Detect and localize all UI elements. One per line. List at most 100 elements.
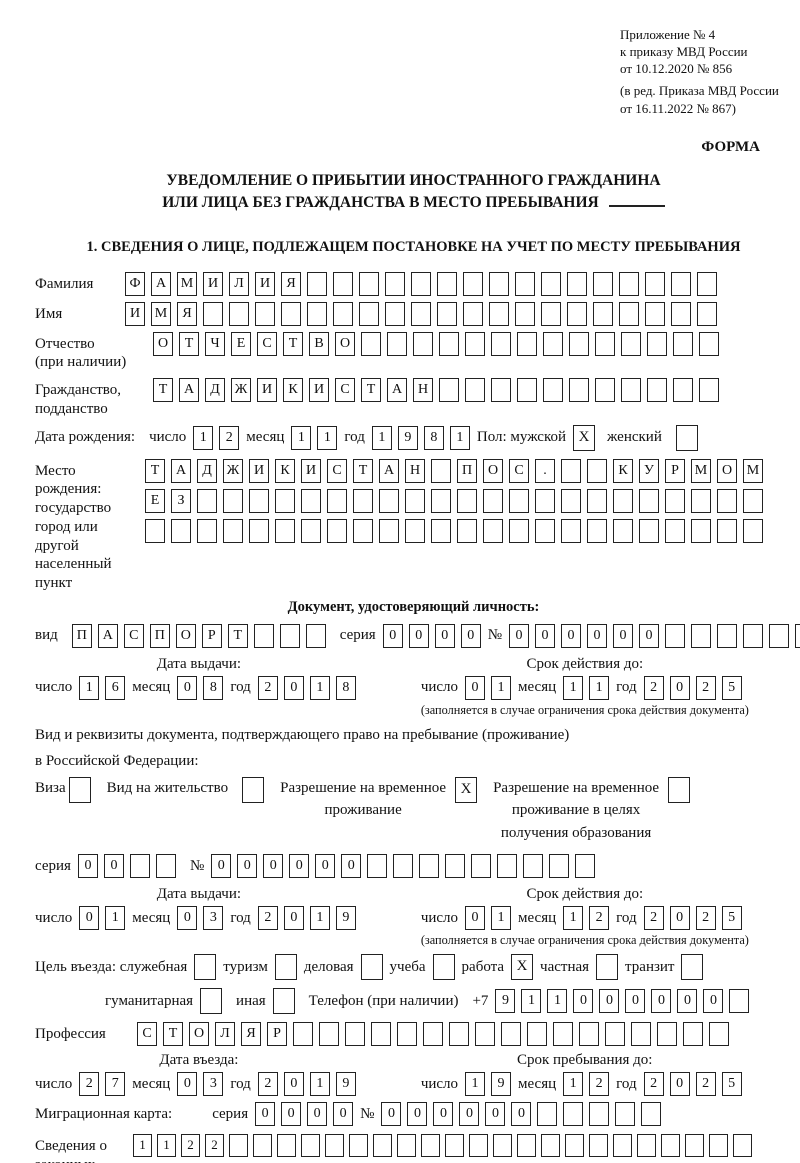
char-cell[interactable]: [411, 271, 431, 296]
purpose-business-checkbox[interactable]: [360, 954, 383, 981]
char-cell[interactable]: [541, 301, 561, 326]
char-cell[interactable]: [463, 301, 483, 326]
char-cell[interactable]: Ч: [205, 331, 225, 356]
char-cell[interactable]: [483, 488, 503, 513]
char-cell[interactable]: [491, 378, 511, 403]
char-cell[interactable]: 1: [521, 989, 542, 1014]
char-cell[interactable]: 0: [211, 854, 232, 879]
char-cell[interactable]: [397, 1022, 417, 1047]
char-cell[interactable]: [489, 271, 509, 296]
char-cell[interactable]: Я: [241, 1022, 261, 1047]
char-cell[interactable]: [645, 271, 665, 296]
char-cell[interactable]: 0: [103, 854, 124, 879]
char-cell[interactable]: [475, 1022, 495, 1047]
char-cell[interactable]: 0: [561, 623, 581, 648]
char-cell[interactable]: 1: [309, 675, 330, 700]
char-cell[interactable]: [229, 301, 249, 326]
char-cell[interactable]: [203, 301, 223, 326]
char-cell[interactable]: 0: [281, 1102, 302, 1127]
char-cell[interactable]: [543, 331, 563, 356]
char-cell[interactable]: [373, 1134, 392, 1158]
char-cell[interactable]: [743, 623, 763, 648]
char-cell[interactable]: 0: [639, 623, 659, 648]
char-cell[interactable]: [445, 854, 466, 879]
char-cell[interactable]: [661, 1134, 680, 1158]
char-cell[interactable]: 0: [509, 623, 529, 648]
char-cell[interactable]: [359, 301, 379, 326]
char-cell[interactable]: [509, 518, 529, 543]
char-cell[interactable]: [709, 1134, 728, 1158]
purpose-private-checkbox[interactable]: [596, 954, 619, 981]
char-cell[interactable]: [541, 271, 561, 296]
char-cell[interactable]: [255, 301, 275, 326]
char-cell[interactable]: [333, 301, 353, 326]
char-cell[interactable]: [423, 1022, 443, 1047]
char-cell[interactable]: Д: [197, 458, 217, 483]
char-cell[interactable]: 2: [589, 1072, 610, 1097]
char-cell[interactable]: [561, 458, 581, 483]
char-cell[interactable]: 1: [563, 906, 584, 931]
char-cell[interactable]: 0: [341, 854, 362, 879]
char-cell[interactable]: И: [203, 271, 223, 296]
char-cell[interactable]: [469, 1134, 488, 1158]
char-cell[interactable]: С: [509, 458, 529, 483]
char-cell[interactable]: [397, 1134, 416, 1158]
char-cell[interactable]: [307, 271, 327, 296]
char-cell[interactable]: 0: [613, 623, 633, 648]
char-cell[interactable]: [385, 271, 405, 296]
char-cell[interactable]: 0: [283, 906, 304, 931]
char-cell[interactable]: [593, 301, 613, 326]
char-cell[interactable]: [595, 378, 615, 403]
char-cell[interactable]: И: [255, 271, 275, 296]
char-cell[interactable]: [699, 331, 719, 356]
char-cell[interactable]: [437, 301, 457, 326]
char-cell[interactable]: О: [483, 458, 503, 483]
char-cell[interactable]: 0: [289, 854, 310, 879]
char-cell[interactable]: С: [335, 378, 355, 403]
char-cell[interactable]: 0: [283, 1072, 304, 1097]
char-cell[interactable]: [579, 1022, 599, 1047]
char-cell[interactable]: 1: [563, 1072, 584, 1097]
char-cell[interactable]: Т: [145, 458, 165, 483]
char-cell[interactable]: Е: [145, 488, 165, 513]
char-cell[interactable]: [387, 331, 407, 356]
char-cell[interactable]: [645, 301, 665, 326]
char-cell[interactable]: 2: [643, 906, 664, 931]
char-cell[interactable]: С: [137, 1022, 157, 1047]
char-cell[interactable]: [405, 518, 425, 543]
char-cell[interactable]: [543, 378, 563, 403]
char-cell[interactable]: [565, 1134, 584, 1158]
char-cell[interactable]: [449, 1022, 469, 1047]
char-cell[interactable]: [515, 301, 535, 326]
char-cell[interactable]: [301, 1134, 320, 1158]
char-cell[interactable]: [379, 488, 399, 513]
char-cell[interactable]: [685, 1134, 704, 1158]
char-cell[interactable]: 0: [511, 1102, 532, 1127]
char-cell[interactable]: 0: [315, 854, 336, 879]
char-cell[interactable]: П: [457, 458, 477, 483]
char-cell[interactable]: З: [171, 488, 191, 513]
char-cell[interactable]: 9: [397, 425, 418, 450]
char-cell[interactable]: М: [743, 458, 763, 483]
char-cell[interactable]: [421, 1134, 440, 1158]
char-cell[interactable]: [293, 1022, 313, 1047]
char-cell[interactable]: А: [171, 458, 191, 483]
char-cell[interactable]: 1: [547, 989, 568, 1014]
char-cell[interactable]: [665, 518, 685, 543]
char-cell[interactable]: 0: [382, 623, 403, 648]
char-cell[interactable]: [463, 271, 483, 296]
char-cell[interactable]: Е: [231, 331, 251, 356]
char-cell[interactable]: 0: [237, 854, 258, 879]
char-cell[interactable]: [279, 623, 300, 648]
char-cell[interactable]: [589, 1134, 608, 1158]
char-cell[interactable]: [197, 518, 217, 543]
char-cell[interactable]: [717, 518, 737, 543]
char-cell[interactable]: И: [309, 378, 329, 403]
char-cell[interactable]: И: [125, 301, 145, 326]
char-cell[interactable]: 2: [257, 906, 278, 931]
char-cell[interactable]: 1: [449, 425, 470, 450]
char-cell[interactable]: [491, 331, 511, 356]
char-cell[interactable]: [325, 1134, 344, 1158]
char-cell[interactable]: 9: [491, 1072, 512, 1097]
char-cell[interactable]: Д: [205, 378, 225, 403]
